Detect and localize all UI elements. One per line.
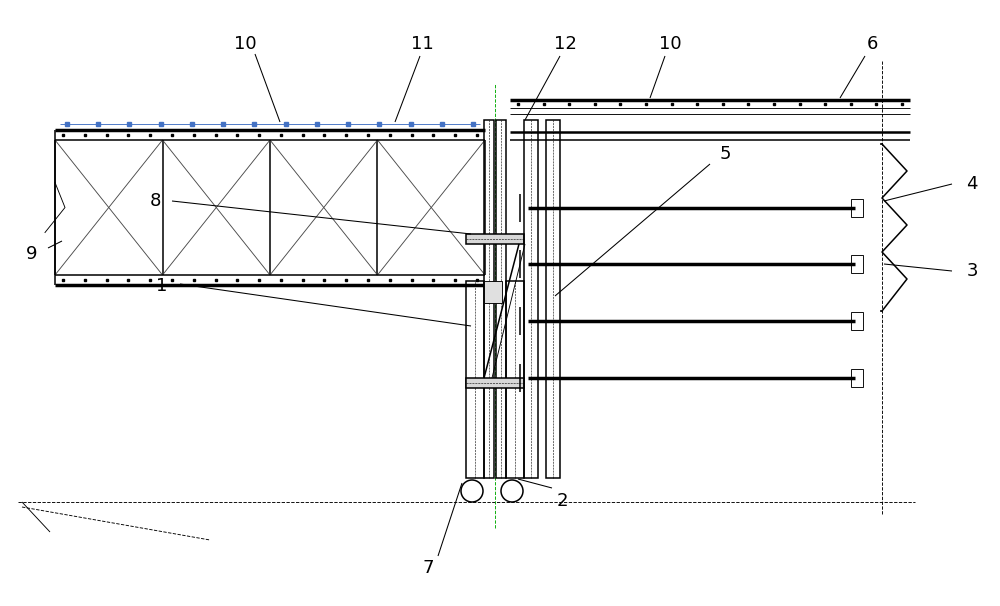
Text: 1: 1 (156, 277, 168, 295)
Bar (851, 199, 863, 217)
Text: 8: 8 (149, 192, 161, 210)
Text: 11: 11 (411, 35, 433, 53)
Bar (466, 378, 524, 388)
Bar (546, 120, 560, 478)
Bar (851, 312, 863, 330)
Text: 3: 3 (966, 262, 978, 280)
Bar (496, 120, 506, 478)
Bar (484, 281, 502, 303)
Bar (851, 369, 863, 387)
Bar (851, 255, 863, 273)
Text: 10: 10 (659, 35, 681, 53)
Bar (524, 120, 538, 478)
Text: 7: 7 (422, 559, 434, 577)
Text: 9: 9 (26, 245, 38, 263)
Text: 4: 4 (966, 175, 978, 193)
Bar (484, 120, 494, 478)
Bar (466, 281, 484, 478)
Bar (466, 234, 524, 244)
Text: 10: 10 (234, 35, 256, 53)
Bar (55, 134, 485, 281)
Bar (506, 281, 524, 478)
Text: 12: 12 (554, 35, 576, 53)
Text: 6: 6 (866, 35, 878, 53)
Text: 2: 2 (556, 492, 568, 510)
Text: 5: 5 (719, 145, 731, 163)
